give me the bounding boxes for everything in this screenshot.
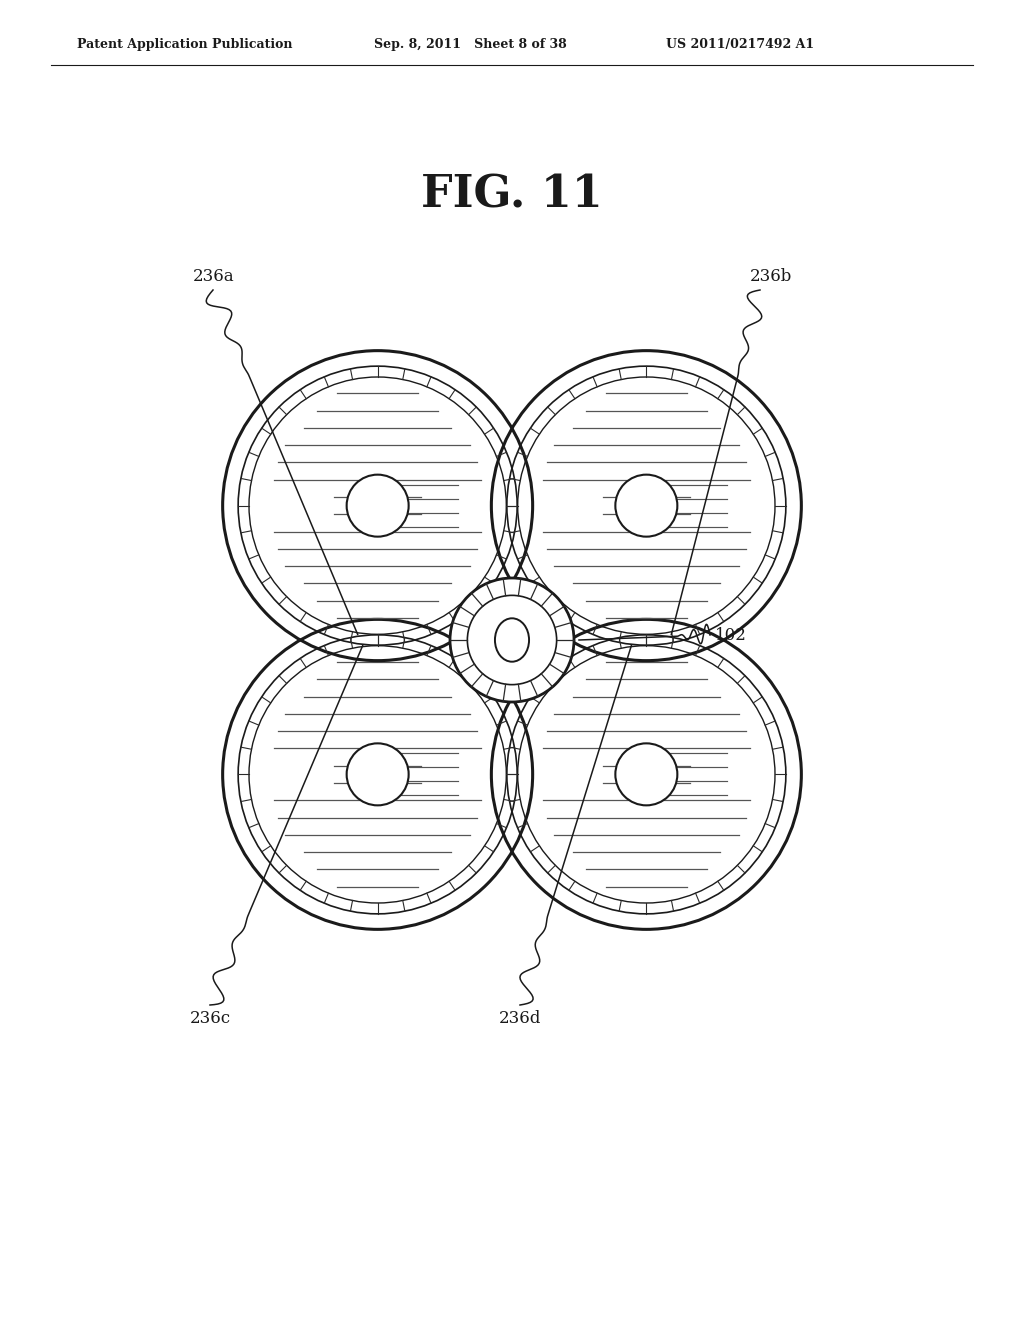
Circle shape xyxy=(347,743,409,805)
Text: 236b: 236b xyxy=(750,268,793,285)
Text: Patent Application Publication: Patent Application Publication xyxy=(77,37,292,50)
Text: FIG. 11: FIG. 11 xyxy=(421,173,603,216)
Ellipse shape xyxy=(495,618,529,661)
Text: US 2011/0217492 A1: US 2011/0217492 A1 xyxy=(666,37,814,50)
Text: Sep. 8, 2011   Sheet 8 of 38: Sep. 8, 2011 Sheet 8 of 38 xyxy=(374,37,566,50)
Text: 102: 102 xyxy=(715,627,746,644)
Circle shape xyxy=(615,743,677,805)
Text: 236a: 236a xyxy=(193,268,234,285)
Circle shape xyxy=(450,578,574,702)
Circle shape xyxy=(347,475,409,537)
Circle shape xyxy=(467,595,557,685)
Circle shape xyxy=(615,475,677,537)
Text: 236c: 236c xyxy=(189,1010,230,1027)
Text: 236d: 236d xyxy=(499,1010,542,1027)
